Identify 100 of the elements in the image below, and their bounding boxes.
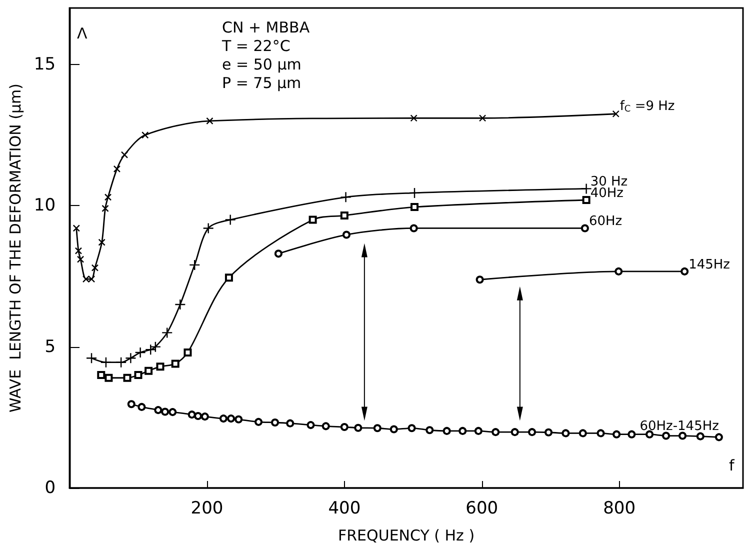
- point: [145, 344, 156, 356]
- point: [646, 430, 654, 438]
- point: [138, 402, 146, 411]
- x-tick-label: 800: [603, 498, 636, 518]
- point: [104, 194, 112, 201]
- point: [113, 165, 121, 173]
- point: [678, 432, 687, 440]
- point: [410, 203, 419, 212]
- point: [662, 432, 670, 440]
- point: [458, 426, 467, 435]
- point: [426, 426, 434, 434]
- point: [184, 348, 192, 356]
- point: [410, 114, 418, 122]
- point: [628, 430, 636, 438]
- series-label: 145Hz: [688, 257, 730, 272]
- point: [162, 327, 173, 338]
- point: [206, 117, 214, 125]
- point: [612, 430, 621, 438]
- point: [82, 275, 90, 283]
- point: [234, 415, 243, 424]
- point: [224, 214, 236, 226]
- point: [390, 425, 398, 434]
- point: [150, 341, 162, 352]
- point: [161, 408, 170, 416]
- point: [274, 250, 282, 258]
- point: [680, 267, 689, 276]
- annotation: f: [729, 456, 735, 474]
- point: [478, 114, 486, 122]
- point: [696, 432, 704, 440]
- point: [596, 429, 605, 438]
- point: [72, 224, 80, 232]
- point: [102, 204, 109, 212]
- point: [156, 362, 164, 371]
- point: [100, 356, 112, 368]
- point: [194, 412, 202, 420]
- point: [476, 276, 484, 284]
- point: [98, 238, 106, 246]
- x-axis-title: FREQUENCY ( Hz ): [338, 526, 475, 544]
- point: [410, 224, 418, 232]
- x-tick-label: 600: [466, 498, 498, 518]
- point: [562, 429, 570, 438]
- point: [91, 264, 99, 272]
- point: [189, 259, 200, 271]
- point: [120, 151, 128, 158]
- point: [578, 429, 587, 438]
- point: [125, 352, 136, 364]
- y-tick-label: 15: [34, 54, 56, 74]
- point: [188, 410, 196, 419]
- point: [714, 433, 723, 442]
- point: [474, 426, 482, 435]
- point: [97, 371, 106, 380]
- series-label: 60Hz: [588, 214, 622, 230]
- point: [510, 428, 519, 436]
- point: [134, 346, 146, 358]
- x-tick-label: 400: [328, 498, 361, 518]
- point: [306, 421, 315, 430]
- point: [580, 183, 592, 194]
- series-label: 60Hz-145Hz: [640, 419, 720, 434]
- point: [340, 192, 352, 203]
- point: [286, 419, 294, 428]
- point: [142, 131, 149, 139]
- annotation: P = 75 μm: [222, 74, 302, 92]
- point: [271, 418, 280, 426]
- point: [88, 275, 96, 283]
- point: [528, 428, 536, 436]
- point: [614, 267, 623, 276]
- annotation: CN + MBBA: [222, 18, 310, 36]
- annotation: Λ: [77, 24, 88, 42]
- point: [200, 412, 209, 421]
- point: [171, 360, 180, 368]
- point: [86, 352, 98, 364]
- point: [580, 224, 589, 232]
- point: [492, 428, 500, 436]
- y-tick-label: 10: [34, 196, 56, 216]
- point: [144, 366, 153, 375]
- point: [174, 298, 186, 310]
- annotation: T = 22°C: [221, 37, 290, 55]
- point: [354, 424, 362, 432]
- annotation: e = 50 μm: [222, 56, 302, 74]
- point: [342, 230, 350, 239]
- point: [322, 422, 330, 430]
- point: [76, 256, 84, 263]
- point: [227, 414, 236, 423]
- point: [219, 414, 228, 423]
- point: [134, 371, 142, 380]
- point: [373, 424, 382, 432]
- point: [340, 212, 348, 220]
- point: [544, 428, 553, 436]
- point: [408, 424, 416, 432]
- point: [408, 187, 420, 199]
- y-axis-title: WAVE LENGTH OF THE DEFORMATION (μm): [6, 84, 24, 412]
- y-tick-label: 0: [44, 478, 56, 498]
- point: [442, 426, 451, 435]
- point: [224, 274, 233, 282]
- point: [127, 400, 136, 408]
- point: [154, 406, 162, 414]
- point: [582, 196, 590, 204]
- point: [254, 418, 263, 426]
- point: [123, 374, 132, 382]
- point: [612, 110, 620, 118]
